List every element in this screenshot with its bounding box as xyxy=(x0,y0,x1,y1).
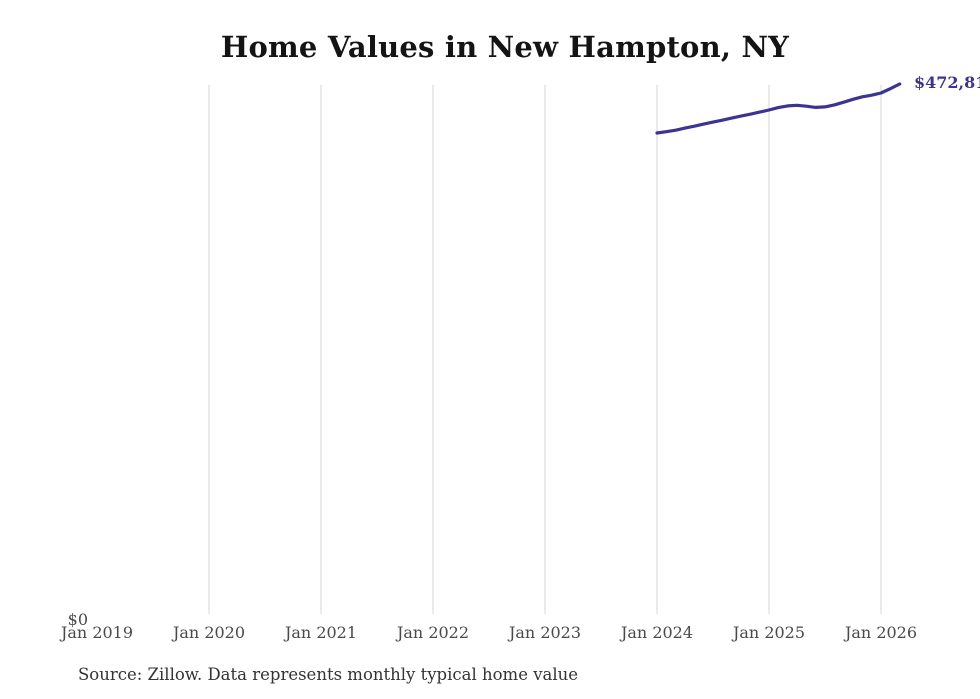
x-axis-tick-label: Jan 2021 xyxy=(284,623,358,642)
x-axis-tick-label: Jan 2022 xyxy=(396,623,470,642)
x-axis-tick-label: Jan 2020 xyxy=(172,623,246,642)
x-axis-tick-label: Jan 2023 xyxy=(508,623,582,642)
x-axis-tick-label: Jan 2026 xyxy=(844,623,918,642)
source-note: Source: Zillow. Data represents monthly … xyxy=(78,665,579,684)
home-value-line-series xyxy=(655,82,902,135)
x-axis-tick-label: Jan 2019 xyxy=(60,623,134,642)
chart-title: Home Values in New Hampton, NY xyxy=(220,30,790,64)
x-axis-tick-label: Jan 2024 xyxy=(620,623,694,642)
y-axis-zero-label: $0 xyxy=(67,610,88,629)
latest-value-label: $472,811 xyxy=(914,73,980,92)
x-axis-tick-label: Jan 2025 xyxy=(732,623,806,642)
